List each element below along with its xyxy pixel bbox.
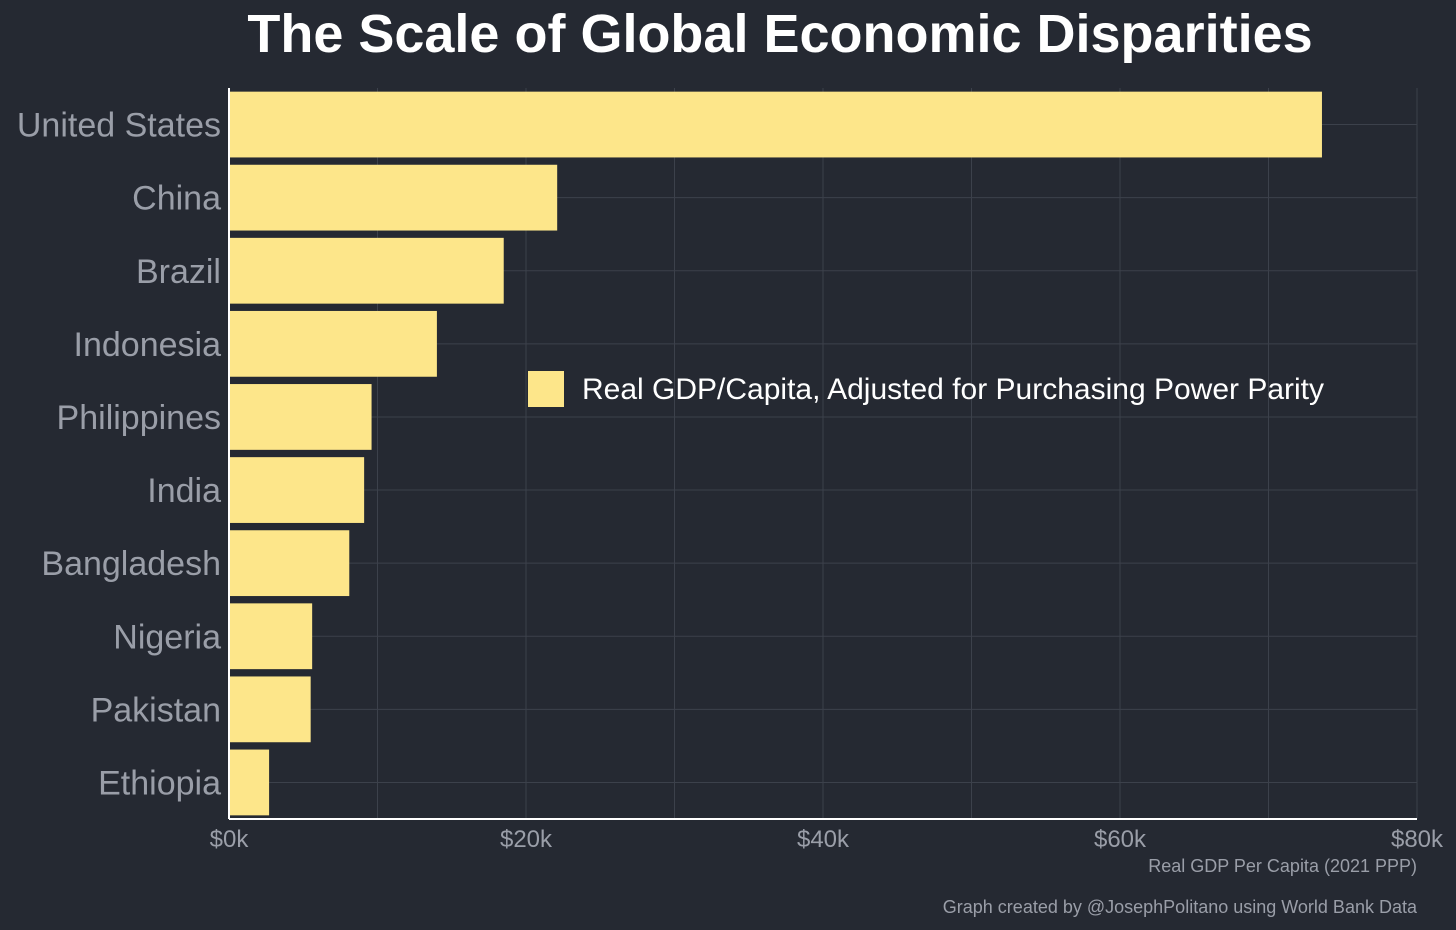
source-credit: Graph created by @JosephPolitano using W… <box>943 897 1418 917</box>
x-tick-label: $60k <box>1094 826 1147 853</box>
category-label: Brazil <box>136 253 221 291</box>
bar <box>229 164 558 231</box>
bar <box>229 310 437 377</box>
category-label: Indonesia <box>74 326 222 364</box>
category-label: China <box>132 180 221 218</box>
legend-swatch <box>528 371 564 407</box>
category-label: United States <box>17 107 221 145</box>
legend: Real GDP/Capita, Adjusted for Purchasing… <box>528 371 1324 407</box>
x-tick-label: $40k <box>797 826 850 853</box>
chart-title: The Scale of Global Economic Disparities <box>247 4 1312 64</box>
bar <box>229 676 311 743</box>
category-label: Nigeria <box>113 618 221 656</box>
category-label: Philippines <box>57 399 221 437</box>
x-tick-label: $80k <box>1391 826 1444 853</box>
bar <box>229 91 1322 158</box>
x-tick-labels: $0k $20k $40k $60k $80k <box>210 826 1444 853</box>
bar <box>229 749 270 816</box>
category-label: Bangladesh <box>41 545 221 583</box>
bar <box>229 457 365 523</box>
bars <box>229 91 1322 816</box>
category-label: Ethiopia <box>98 764 221 802</box>
bar <box>229 384 372 450</box>
category-label: India <box>147 472 221 510</box>
legend-label: Real GDP/Capita, Adjusted for Purchasing… <box>582 373 1324 406</box>
category-labels: United States China Brazil Indonesia Philipp… <box>17 107 221 803</box>
x-tick-label: $20k <box>500 826 553 853</box>
category-label: Pakistan <box>91 691 221 729</box>
x-tick-label: $0k <box>210 826 250 853</box>
bar <box>229 530 350 597</box>
bar <box>229 237 504 304</box>
x-axis-title: Real GDP Per Capita (2021 PPP) <box>1148 856 1417 876</box>
bar <box>229 603 313 670</box>
